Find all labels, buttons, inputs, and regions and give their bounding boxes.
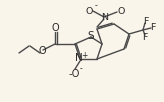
Text: +: + — [81, 50, 87, 59]
Text: F: F — [143, 17, 149, 26]
Text: -: - — [95, 2, 97, 11]
Text: O: O — [51, 23, 59, 33]
Text: O: O — [38, 46, 46, 56]
Text: F: F — [150, 23, 156, 33]
Text: O: O — [85, 7, 93, 16]
Text: N: N — [75, 53, 83, 63]
Text: S: S — [88, 31, 94, 41]
Text: -: - — [80, 64, 82, 74]
Text: -O: -O — [68, 69, 80, 79]
Text: O: O — [117, 8, 125, 17]
Text: N: N — [102, 13, 109, 22]
Text: F: F — [142, 33, 148, 42]
